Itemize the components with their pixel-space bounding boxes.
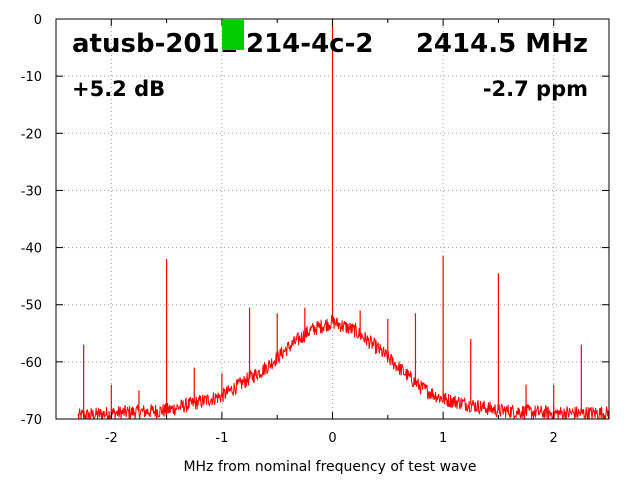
y-tick-label: -50: [21, 299, 42, 314]
y-tick-label: -60: [21, 356, 42, 371]
y-tick-label: -70: [21, 413, 42, 428]
x-tick-label: 1: [439, 431, 447, 446]
marker-square: [222, 20, 244, 50]
y-tick-label: -20: [21, 127, 42, 142]
y-tick-label: -40: [21, 242, 42, 257]
x-tick-label: 2: [550, 431, 558, 446]
frequency-label: 2414.5 MHz: [416, 29, 588, 59]
x-tick-label: 0: [328, 431, 336, 446]
y-tick-label: 0: [34, 13, 42, 28]
gain-label: +5.2 dB: [72, 77, 165, 101]
tick-labels: -2 -1 0 1 20-10-20-30-40-50-60-70: [21, 13, 558, 446]
y-tick-label: -30: [21, 184, 42, 199]
offset-label: -2.7 ppm: [483, 77, 588, 101]
x-tick-label: -1: [215, 431, 228, 446]
device-suffix-label: 214-4c-2: [246, 29, 373, 59]
device-label: atusb-2011: [72, 29, 238, 59]
noise-floor-trace: [77, 315, 610, 421]
spectrum-series: [77, 19, 610, 421]
y-tick-label: -10: [21, 70, 42, 85]
x-tick-label: -2: [105, 431, 118, 446]
axis-ticks: [55, 18, 610, 420]
x-axis-title: MHz from nominal frequency of test wave: [183, 459, 476, 475]
